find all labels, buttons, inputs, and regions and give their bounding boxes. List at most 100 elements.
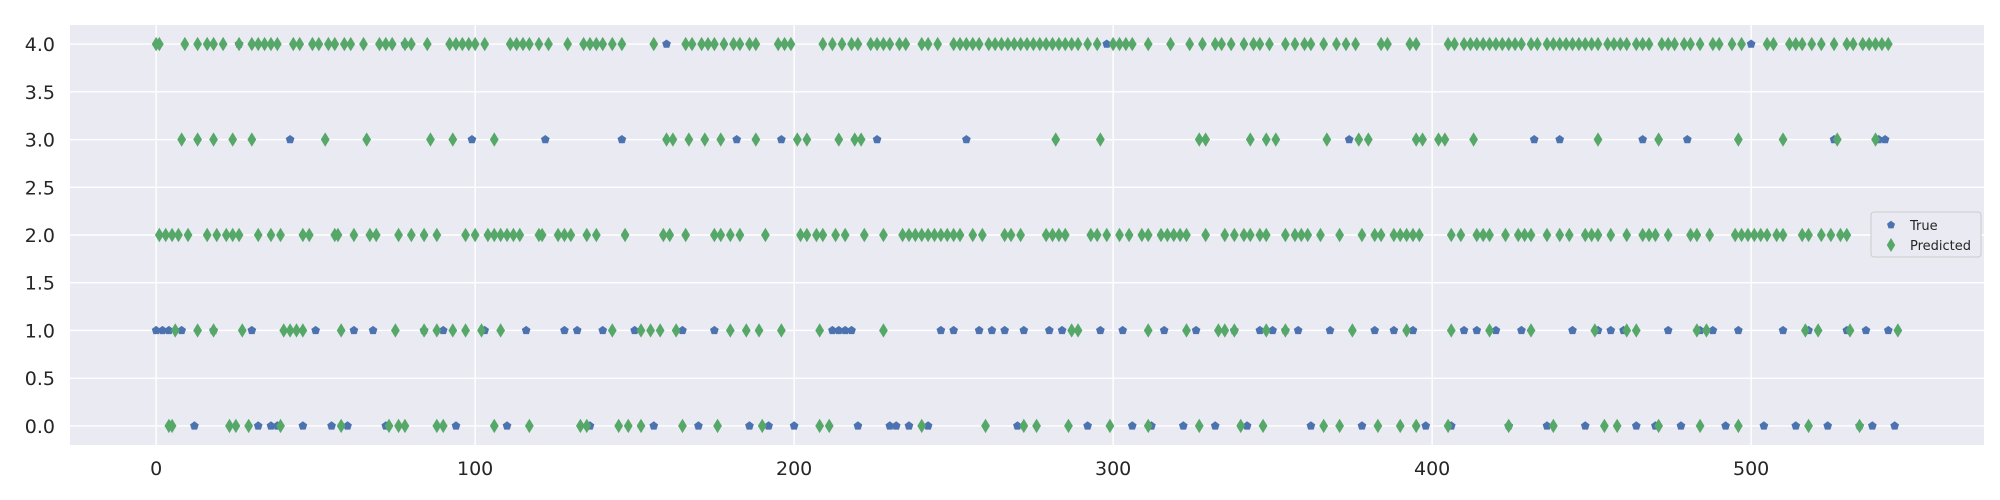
y-tick-label: 0.5 xyxy=(25,368,55,390)
true-point xyxy=(521,325,531,335)
predicted-point xyxy=(620,227,630,243)
predicted-point xyxy=(1245,132,1255,147)
predicted-point xyxy=(336,418,346,434)
predicted-point xyxy=(212,227,222,243)
predicted-point xyxy=(161,227,171,243)
predicted-point xyxy=(422,36,432,52)
predicted-point xyxy=(432,323,442,338)
predicted-point xyxy=(1201,132,1211,147)
true-point xyxy=(1708,325,1718,335)
predicted-point xyxy=(1593,227,1603,243)
predicted-point xyxy=(1730,227,1740,243)
predicted-point xyxy=(154,36,164,52)
y-tick-label: 0.0 xyxy=(25,416,55,438)
predicted-point xyxy=(1009,36,1019,52)
predicted-point xyxy=(1414,227,1424,243)
predicted-point xyxy=(461,323,470,338)
predicted-point xyxy=(426,132,435,147)
true-point xyxy=(1344,134,1354,144)
predicted-point xyxy=(1440,132,1450,147)
true-point xyxy=(847,325,856,335)
predicted-point xyxy=(400,418,410,434)
predicted-point xyxy=(1836,227,1845,243)
predicted-point xyxy=(1785,36,1794,52)
true-point xyxy=(1638,134,1648,144)
predicted-point xyxy=(170,323,180,338)
predicted-point xyxy=(1561,36,1571,52)
true-point xyxy=(1880,134,1890,144)
predicted-point xyxy=(1654,418,1664,434)
true-point xyxy=(1759,421,1769,430)
true-point xyxy=(1631,421,1641,430)
predicted-point xyxy=(1373,418,1383,434)
predicted-point xyxy=(1737,227,1746,243)
predicted-point xyxy=(1816,227,1826,243)
predicted-point xyxy=(1510,36,1520,52)
predicted-point xyxy=(1580,36,1590,52)
predicted-point xyxy=(1000,227,1010,243)
predicted-point xyxy=(502,227,512,243)
predicted-point xyxy=(1708,36,1718,52)
true-point xyxy=(1472,325,1482,335)
true-point xyxy=(1242,421,1252,430)
predicted-point xyxy=(1064,418,1073,434)
predicted-point xyxy=(856,132,866,147)
true-point xyxy=(177,325,187,335)
predicted-point xyxy=(1593,132,1603,147)
true-point xyxy=(1721,421,1730,430)
predicted-point xyxy=(1280,323,1290,338)
predicted-point xyxy=(1335,227,1345,243)
true-point xyxy=(1778,325,1788,335)
predicted-point xyxy=(716,132,726,147)
predicted-point xyxy=(1319,36,1329,52)
predicted-point xyxy=(792,132,802,147)
true-point xyxy=(598,325,608,335)
predicted-point xyxy=(1127,36,1137,52)
true-point xyxy=(891,421,901,430)
predicted-point xyxy=(509,227,518,243)
predicted-point xyxy=(1255,227,1265,243)
predicted-point xyxy=(1054,227,1064,243)
true-point xyxy=(732,134,742,144)
predicted-point xyxy=(1797,36,1807,52)
true-point xyxy=(266,421,276,430)
predicted-point xyxy=(1194,418,1204,434)
predicted-point xyxy=(1115,227,1124,243)
predicted-point xyxy=(802,227,812,243)
predicted-point xyxy=(725,323,735,338)
predicted-point xyxy=(974,36,984,52)
predicted-point xyxy=(1073,36,1083,52)
predicted-point xyxy=(1692,323,1702,338)
predicted-point xyxy=(1121,36,1131,52)
predicted-point xyxy=(566,227,576,243)
predicted-point xyxy=(1028,36,1038,52)
predicted-point xyxy=(225,418,234,434)
predicted-point xyxy=(333,227,343,243)
predicted-point xyxy=(1290,36,1300,52)
predicted-point xyxy=(330,36,340,52)
true-point xyxy=(164,325,174,335)
predicted-point xyxy=(1354,132,1364,147)
predicted-point xyxy=(662,132,671,147)
predicted-point xyxy=(1587,227,1597,243)
predicted-point xyxy=(649,36,659,52)
predicted-point xyxy=(990,36,1000,52)
true-point xyxy=(1580,421,1590,430)
predicted-point xyxy=(1813,323,1823,338)
predicted-point xyxy=(1743,227,1753,243)
predicted-point xyxy=(448,323,458,338)
predicted-point xyxy=(1864,36,1874,52)
predicted-point xyxy=(1622,36,1632,52)
true-point xyxy=(710,325,719,335)
predicted-point xyxy=(390,323,400,338)
predicted-point xyxy=(1622,227,1632,243)
predicted-point xyxy=(898,227,907,243)
predicted-point xyxy=(496,323,506,338)
predicted-point xyxy=(1762,227,1772,243)
true-point xyxy=(1210,421,1220,430)
predicted-point xyxy=(658,227,668,243)
predicted-point xyxy=(773,36,783,52)
predicted-point xyxy=(432,227,442,243)
true-point xyxy=(572,325,582,335)
